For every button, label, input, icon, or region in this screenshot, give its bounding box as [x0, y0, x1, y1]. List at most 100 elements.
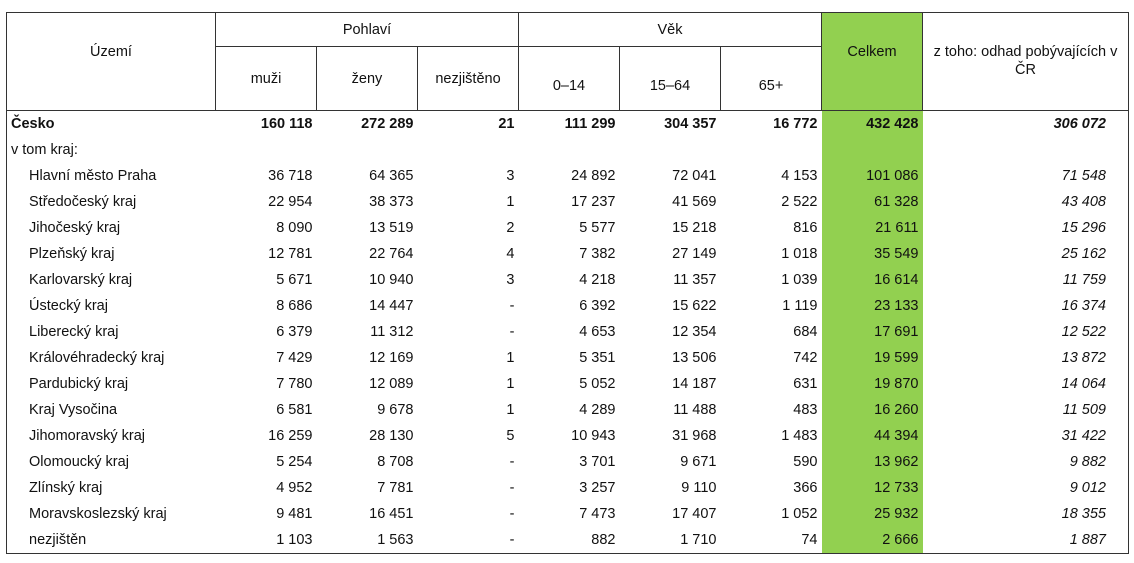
cell-muzi: 36 718 — [268, 168, 313, 184]
cell-age-15-64: 1 710 — [619, 527, 721, 554]
cell-age-15-64: 41 569 — [672, 194, 717, 210]
region-name: Středočeský kraj — [6, 189, 216, 215]
cell-nezjisteno: 1 — [506, 350, 515, 366]
cell-odhad: 9 012 — [922, 475, 1129, 501]
cell-celkem: 61 328 — [821, 189, 923, 215]
cell-age-65: 1 039 — [781, 272, 818, 288]
cell-odhad: 12 522 — [922, 319, 1129, 345]
cell-odhad: 71 548 — [922, 163, 1129, 189]
total-celkem: 432 428 — [821, 110, 923, 137]
region-name: Pardubický kraj — [6, 371, 216, 397]
table-row: Plzeňský kraj 12 781 22 764 4 7 382 27 149 1 0… — [6, 241, 1129, 267]
total-odhad: 306 072 — [922, 110, 1129, 137]
cell-zeny: 64 365 — [369, 168, 414, 184]
total-muzi: 160 118 — [260, 116, 313, 132]
region-name: Ústecký kraj — [6, 293, 216, 319]
section-row: v tom kraj: — [6, 137, 1129, 163]
cell-odhad: 16 374 — [922, 293, 1129, 319]
cell-celkem: 2 666 — [821, 527, 923, 554]
table-row: Karlovarský kraj 5 671 10 940 3 4 218 11 357 1… — [6, 267, 1129, 293]
cell-zeny: 16 451 — [369, 506, 414, 522]
cell-muzi: 6 581 — [276, 402, 313, 418]
region-name: Moravskoslezský kraj — [6, 501, 216, 527]
total-row: Česko 160 118 272 289 21 111 299 304 357… — [6, 110, 1129, 137]
cell-age-65: 74 — [720, 527, 822, 554]
cell-age-15-64: 13 506 — [672, 350, 717, 366]
cell-nezjisteno: - — [509, 324, 515, 340]
cell-age-0-14: 4 289 — [579, 402, 616, 418]
region-name: Zlínský kraj — [6, 475, 216, 501]
header-odhad: z toho: odhad pobývajících v ČR — [922, 12, 1129, 111]
cell-muzi: 12 781 — [268, 246, 313, 262]
region-name: Liberecký kraj — [6, 319, 216, 345]
cell-nezjisteno: 1 — [506, 376, 515, 392]
table-row: Jihomoravský kraj 16 259 28 130 5 10 943 31 9… — [6, 423, 1129, 449]
cell-age-15-64: 9 671 — [680, 454, 717, 470]
header-age-65: 65+ — [720, 46, 822, 111]
cell-age-0-14: 3 701 — [579, 454, 616, 470]
cell-muzi: 1 103 — [215, 527, 317, 554]
header-age-0-14: 0–14 — [518, 46, 620, 111]
cell-nezjisteno: - — [509, 480, 515, 496]
cell-age-65: 1 119 — [782, 298, 818, 314]
cell-age-0-14: 882 — [518, 527, 620, 554]
cell-age-0-14: 3 257 — [579, 480, 616, 496]
table-row: Moravskoslezský kraj 9 481 16 451 - 7 473 17 … — [6, 501, 1129, 527]
region-name: Hlavní město Praha — [6, 163, 216, 189]
cell-age-15-64: 31 968 — [672, 428, 717, 444]
cell-age-65: 816 — [793, 220, 818, 236]
cell-age-0-14: 10 943 — [571, 428, 616, 444]
population-table: Území Pohlaví Věk Celkem z toho: odhad p… — [6, 12, 1129, 554]
total-age-0-14: 111 299 — [564, 116, 616, 132]
cell-age-0-14: 5 351 — [579, 350, 616, 366]
cell-muzi: 6 379 — [276, 324, 313, 340]
cell-age-15-64: 17 407 — [672, 506, 717, 522]
cell-age-65: 1 018 — [781, 246, 818, 262]
cell-age-15-64: 9 110 — [681, 480, 717, 496]
cell-age-65: 742 — [793, 350, 818, 366]
cell-age-15-64: 12 354 — [672, 324, 717, 340]
cell-age-15-64: 11 488 — [673, 402, 717, 418]
cell-zeny: 14 447 — [369, 298, 414, 314]
cell-age-65: 684 — [793, 324, 818, 340]
cell-zeny: 13 519 — [369, 220, 414, 236]
table-row: Královéhradecký kraj 7 429 12 169 1 5 351 13 … — [6, 345, 1129, 371]
cell-odhad: 11 759 — [922, 267, 1129, 293]
cell-age-15-64: 72 041 — [672, 168, 717, 184]
cell-age-0-14: 7 473 — [579, 506, 616, 522]
cell-age-65: 590 — [793, 454, 818, 470]
cell-zeny: 22 764 — [369, 246, 414, 262]
cell-muzi: 5 254 — [276, 454, 313, 470]
table-row: Jihočeský kraj 8 090 13 519 2 5 577 15 218 816… — [6, 215, 1129, 241]
cell-age-15-64: 15 218 — [672, 220, 717, 236]
cell-zeny: 10 940 — [369, 272, 414, 288]
cell-celkem: 12 733 — [821, 475, 923, 501]
cell-age-0-14: 5 052 — [579, 376, 616, 392]
cell-age-0-14: 4 653 — [579, 324, 616, 340]
cell-age-65: 631 — [793, 376, 818, 392]
cell-celkem: 13 962 — [821, 449, 923, 475]
region-name: nezjištěn — [6, 527, 216, 554]
cell-odhad: 13 872 — [922, 345, 1129, 371]
cell-celkem: 16 614 — [821, 267, 923, 293]
cell-nezjisteno: - — [417, 527, 519, 554]
total-age-15-64: 304 357 — [664, 116, 717, 132]
cell-age-65: 4 153 — [781, 168, 818, 184]
cell-zeny: 12 089 — [369, 376, 414, 392]
cell-muzi: 16 259 — [268, 428, 313, 444]
cell-zeny: 8 708 — [377, 454, 414, 470]
cell-muzi: 8 090 — [276, 220, 313, 236]
header-vek: Věk — [518, 12, 822, 47]
cell-nezjisteno: 2 — [506, 220, 515, 236]
cell-odhad: 31 422 — [922, 423, 1129, 449]
cell-age-0-14: 4 218 — [579, 272, 616, 288]
region-name: Jihomoravský kraj — [6, 423, 216, 449]
cell-nezjisteno: 3 — [506, 272, 515, 288]
section-label: v tom kraj: — [6, 137, 216, 163]
cell-age-65: 1 052 — [781, 506, 818, 522]
cell-nezjisteno: 1 — [506, 194, 515, 210]
table-header: Území Pohlaví Věk Celkem z toho: odhad p… — [6, 12, 1129, 111]
cell-muzi: 4 952 — [276, 480, 313, 496]
cell-nezjisteno: - — [509, 454, 515, 470]
cell-zeny: 11 312 — [370, 324, 414, 340]
